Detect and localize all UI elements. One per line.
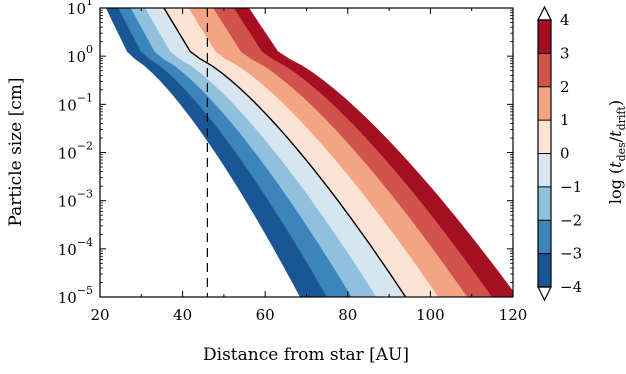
y-tick-label: 101 [67, 0, 93, 18]
y-tick-label: 10−1 [58, 91, 93, 114]
colorbar-tick-label: 3 [560, 44, 570, 62]
colorbar-tick-label: 2 [560, 78, 570, 96]
colorbar-extend-top [537, 5, 552, 21]
colorbar-segment [538, 20, 551, 54]
colorbar-segment [538, 86, 551, 121]
colorbar-label: log (tdes/tdrift) [606, 100, 626, 204]
x-tick-label: 20 [90, 306, 109, 324]
colorbar-segment [538, 153, 551, 188]
colorbar-segment [538, 53, 551, 88]
colorbar-tick-label: −3 [560, 245, 582, 263]
colorbar-segment [538, 253, 551, 288]
y-axis-ticks: 10−5 10−4 10−3 10−2 10−1 100 101 [58, 0, 513, 307]
contour-band-8 [233, 8, 513, 297]
colorbar-tick-label: 0 [560, 145, 570, 163]
colorbar-tick-label: 1 [560, 111, 570, 129]
y-tick-label: 100 [67, 43, 93, 66]
colorbar-tick-label: 4 [560, 11, 570, 29]
zero-level-contour [163, 8, 407, 297]
y-tick-label: 10−4 [58, 236, 93, 259]
colorbar-segment [538, 220, 551, 254]
colorbar-extend-bottom [537, 286, 552, 302]
colorbar-segment [538, 186, 551, 221]
x-tick-label: 80 [338, 306, 357, 324]
y-tick-label: 10−3 [58, 188, 93, 211]
colorbar: −4 −3 −2 −1 0 1 2 3 4 [537, 5, 582, 302]
y-tick-label: 10−2 [58, 140, 93, 163]
x-tick-label: 120 [499, 306, 528, 324]
x-tick-label: 60 [256, 306, 275, 324]
colorbar-segment [538, 120, 551, 154]
contour-line-zero [163, 8, 407, 297]
y-tick-label: 10−5 [58, 284, 93, 307]
x-tick-label: 40 [173, 306, 192, 324]
x-axis-ticks: 20 40 60 80 100 120 [90, 8, 527, 324]
y-axis-label: Particle size [cm] [6, 77, 26, 226]
contour-bands [105, 8, 513, 297]
colorbar-tick-label: −4 [560, 278, 582, 296]
x-axis-label: Distance from star [AU] [203, 345, 409, 365]
colorbar-tick-label: −1 [560, 178, 582, 196]
x-tick-label: 100 [416, 306, 445, 324]
colorbar-tick-label: −2 [560, 211, 582, 229]
